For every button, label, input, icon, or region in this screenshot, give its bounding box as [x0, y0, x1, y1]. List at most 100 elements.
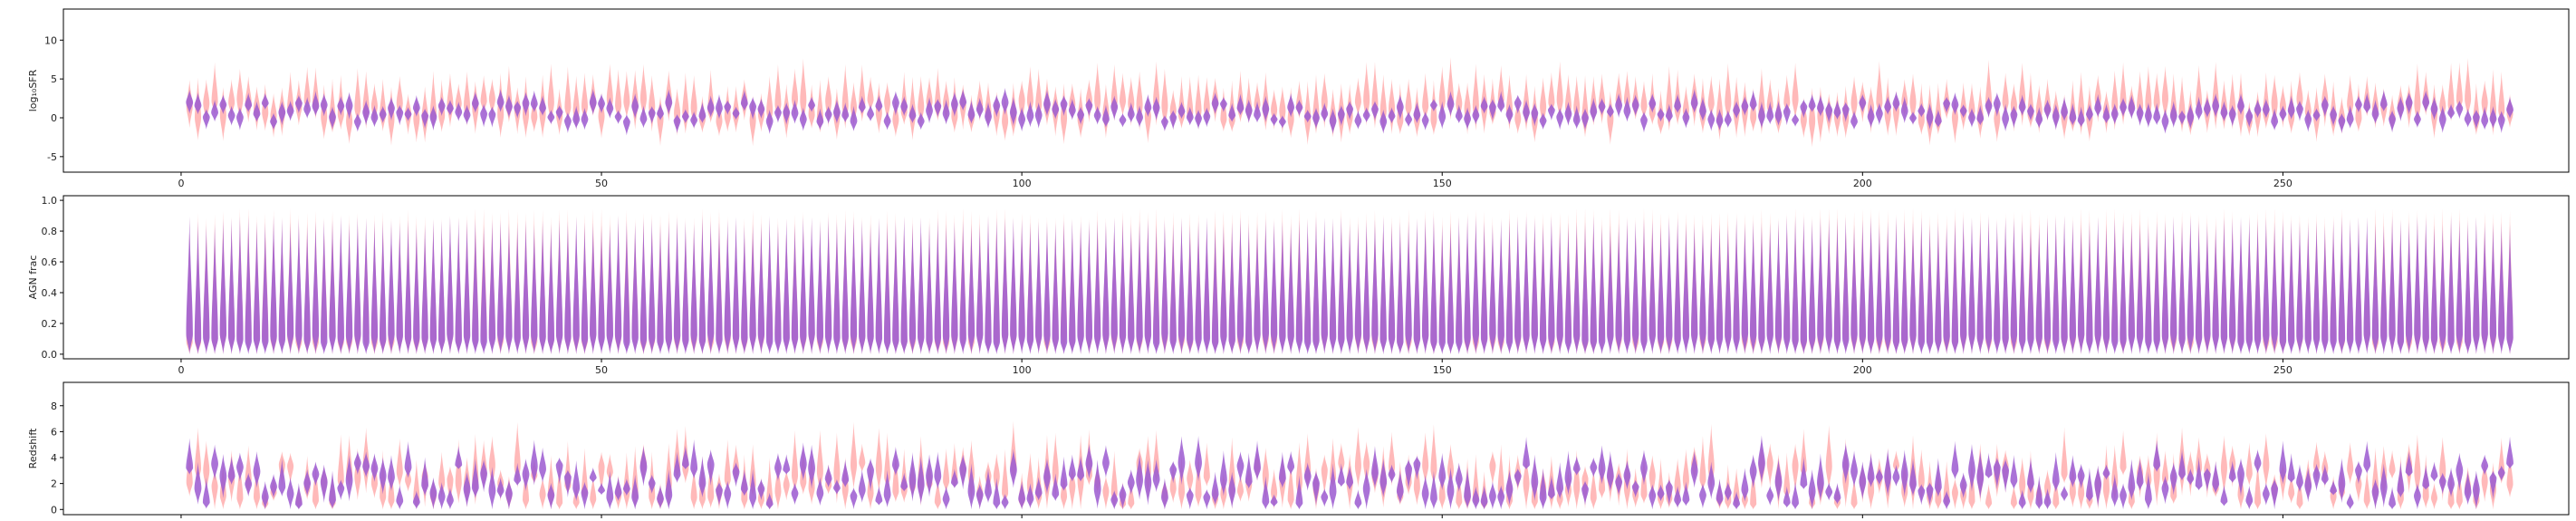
violin-posterior	[1985, 96, 1993, 119]
violin-prior	[2245, 442, 2253, 487]
violin-posterior	[1009, 449, 1017, 488]
violin-prior	[1279, 86, 1286, 134]
violin-posterior	[1489, 98, 1496, 121]
violin-posterior	[908, 103, 917, 124]
violin-posterior	[951, 221, 958, 354]
violin-posterior	[1800, 217, 1808, 354]
violin-posterior	[1825, 218, 1832, 354]
violin-posterior	[2010, 454, 2018, 490]
violin-posterior	[413, 224, 420, 354]
violin-prior	[884, 432, 891, 490]
violin-posterior	[236, 452, 244, 482]
panel-redshift: 05010015020025002468Redshift	[27, 381, 2570, 521]
y-tick-label: 2	[51, 478, 57, 490]
violin-posterior	[1438, 452, 1447, 491]
violin-posterior	[934, 98, 942, 118]
violin-posterior	[2110, 474, 2119, 507]
violin-posterior	[1648, 220, 1656, 354]
violin-posterior	[1346, 101, 1354, 121]
violin-posterior	[1749, 454, 1757, 489]
violin-posterior	[455, 217, 462, 354]
violin-posterior	[1060, 220, 1068, 354]
violin-posterior	[2245, 217, 2253, 354]
violin-posterior	[2136, 458, 2144, 491]
violin-posterior	[1926, 102, 1934, 130]
violin-posterior	[959, 220, 966, 354]
violin-posterior	[985, 216, 992, 354]
violin-posterior	[867, 224, 874, 354]
y-tick-label: 6	[51, 426, 57, 438]
violin-posterior	[598, 225, 605, 354]
violin-posterior	[2111, 217, 2119, 354]
violin-posterior	[270, 216, 277, 354]
violin-posterior	[2035, 475, 2043, 510]
violin-posterior	[639, 446, 648, 487]
violin-posterior	[1674, 486, 1682, 508]
violin-posterior	[2035, 224, 2043, 354]
violin-posterior	[1001, 217, 1009, 354]
violin-prior	[825, 76, 832, 128]
violin-prior	[1523, 455, 1530, 510]
violin-posterior	[471, 458, 479, 498]
violin-posterior	[2245, 107, 2254, 129]
violin-posterior	[1472, 104, 1480, 125]
violin-posterior	[2279, 218, 2287, 354]
violin-posterior	[1598, 98, 1606, 115]
violin-posterior	[203, 225, 210, 354]
violin-posterior	[1640, 449, 1648, 486]
violin-posterior	[1951, 92, 1959, 116]
violin-posterior	[1859, 461, 1867, 500]
violin-prior	[2414, 434, 2421, 499]
violin-posterior	[2346, 493, 2354, 510]
violin-posterior	[799, 442, 807, 481]
violin-prior	[598, 92, 605, 139]
violin-posterior	[480, 103, 487, 128]
violin-posterior	[1547, 103, 1555, 121]
violin-posterior	[1303, 109, 1312, 123]
violin-posterior	[2110, 102, 2119, 125]
violin-posterior	[1220, 450, 1227, 497]
violin-posterior	[623, 220, 630, 354]
violin-posterior	[547, 482, 555, 510]
violin-posterior	[1783, 486, 1791, 508]
violin-posterior	[312, 91, 320, 117]
violin-posterior	[1102, 221, 1110, 354]
violin-prior	[1287, 458, 1294, 510]
violin-posterior	[312, 461, 320, 487]
violin-posterior	[833, 99, 841, 124]
violin-posterior	[362, 217, 370, 354]
violin-prior	[657, 95, 664, 147]
violin-posterior	[2481, 222, 2488, 354]
violin-posterior	[564, 469, 572, 497]
violin-posterior	[1665, 479, 1673, 507]
violin-posterior	[2271, 478, 2279, 510]
violin-posterior	[1236, 451, 1245, 483]
violin-prior	[531, 94, 538, 132]
violin-prior	[1783, 74, 1791, 115]
violin-posterior	[1312, 217, 1320, 354]
violin-posterior	[202, 109, 210, 130]
violin-posterior	[471, 92, 479, 113]
violin-posterior	[270, 473, 277, 498]
violin-posterior	[1699, 224, 1706, 354]
x-tick-label: 50	[595, 178, 608, 189]
violin-posterior	[867, 458, 874, 492]
violin-posterior	[1531, 102, 1539, 127]
violin-posterior	[2195, 96, 2203, 121]
violin-prior	[547, 63, 554, 126]
violin-prior	[354, 68, 361, 125]
violin-posterior	[245, 216, 252, 354]
violin-prior	[1648, 455, 1656, 501]
violin-prior	[1002, 94, 1009, 141]
violin-prior	[1026, 66, 1033, 119]
violin-posterior	[2371, 223, 2379, 354]
violin-posterior	[1312, 107, 1320, 130]
violin-posterior	[1825, 482, 1833, 501]
violin-posterior	[2497, 465, 2505, 481]
violin-posterior	[2363, 440, 2371, 474]
violin-posterior	[2263, 217, 2270, 354]
violin-posterior	[2497, 111, 2505, 133]
violin-posterior	[1943, 96, 1951, 113]
violin-posterior	[1312, 470, 1320, 506]
violin-posterior	[380, 220, 387, 354]
